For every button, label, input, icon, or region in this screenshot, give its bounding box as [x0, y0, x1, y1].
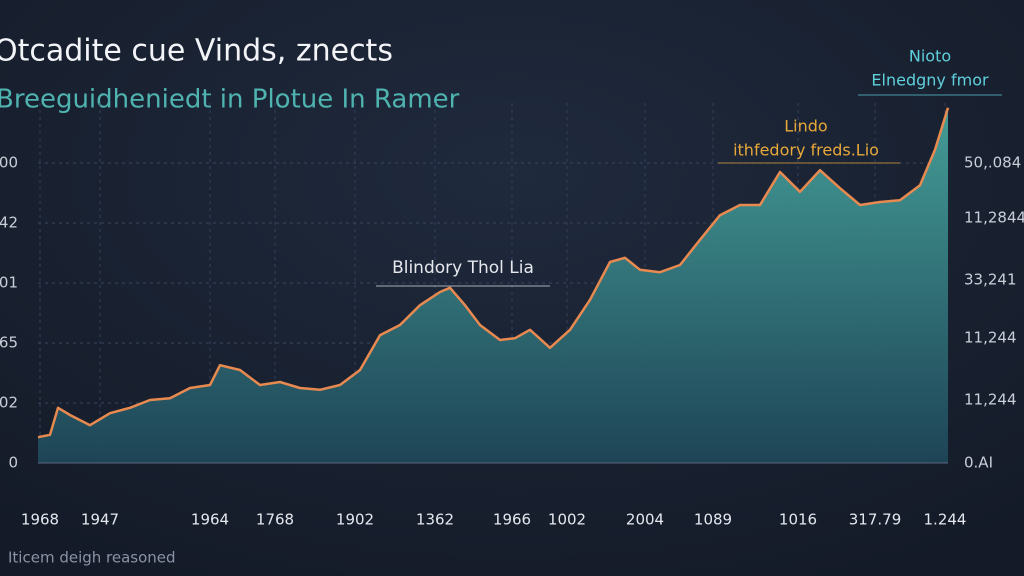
x-tick-label: 1089 [694, 511, 732, 529]
line [37, 107, 950, 439]
y-tick-label: 01 [0, 274, 18, 292]
y2-tick-label: 0.AI [964, 454, 993, 472]
x-tick-label: 1016 [779, 511, 817, 529]
y2-tick-label: 11,2844 [964, 209, 1024, 227]
y-tick-label: 0 [8, 454, 18, 472]
x-tick-label: 1362 [416, 511, 454, 529]
y2-tick-label: 33,241 [964, 271, 1017, 289]
y2-tick-label: 50,.084 [964, 154, 1021, 172]
annotation: Lindo [784, 117, 827, 136]
plot-area [37, 103, 950, 464]
annotation: Blindory Thol Lia [392, 258, 534, 278]
y-tick-label: 65 [0, 334, 18, 352]
annotation: Elnedgny fmor [871, 71, 989, 90]
y2-tick-label: 11,244 [964, 391, 1017, 409]
y-tick-label: 42 [0, 214, 18, 232]
y-tick-label: 00 [0, 154, 18, 172]
x-tick-label: 1768 [256, 511, 294, 529]
chart-subtitle: Breeguidheniedt in Plotue In Ramer [0, 85, 460, 115]
x-tick-label: 317.79 [849, 511, 902, 529]
x-tick-label: 1002 [548, 511, 586, 529]
x-tick-label: 1968 [21, 511, 59, 529]
x-tick-label: 1947 [81, 511, 119, 529]
chart-title: Otcadite cue Vinds, znects [0, 34, 393, 69]
area-fill [38, 107, 948, 464]
x-tick-label: 1.244 [924, 511, 967, 529]
y2-tick-label: 11,244 [964, 329, 1017, 347]
annotation: ithfedory freds.Lio [733, 141, 879, 160]
x-tick-label: 1964 [191, 511, 229, 529]
x-tick-label: 2004 [626, 511, 664, 529]
x-tick-label: 1902 [336, 511, 374, 529]
footer: Iticem deigh reasoned [8, 549, 176, 567]
annotation: Nioto [909, 47, 951, 66]
y-tick-label: 02 [0, 394, 18, 412]
x-tick-label: 1966 [493, 511, 531, 529]
